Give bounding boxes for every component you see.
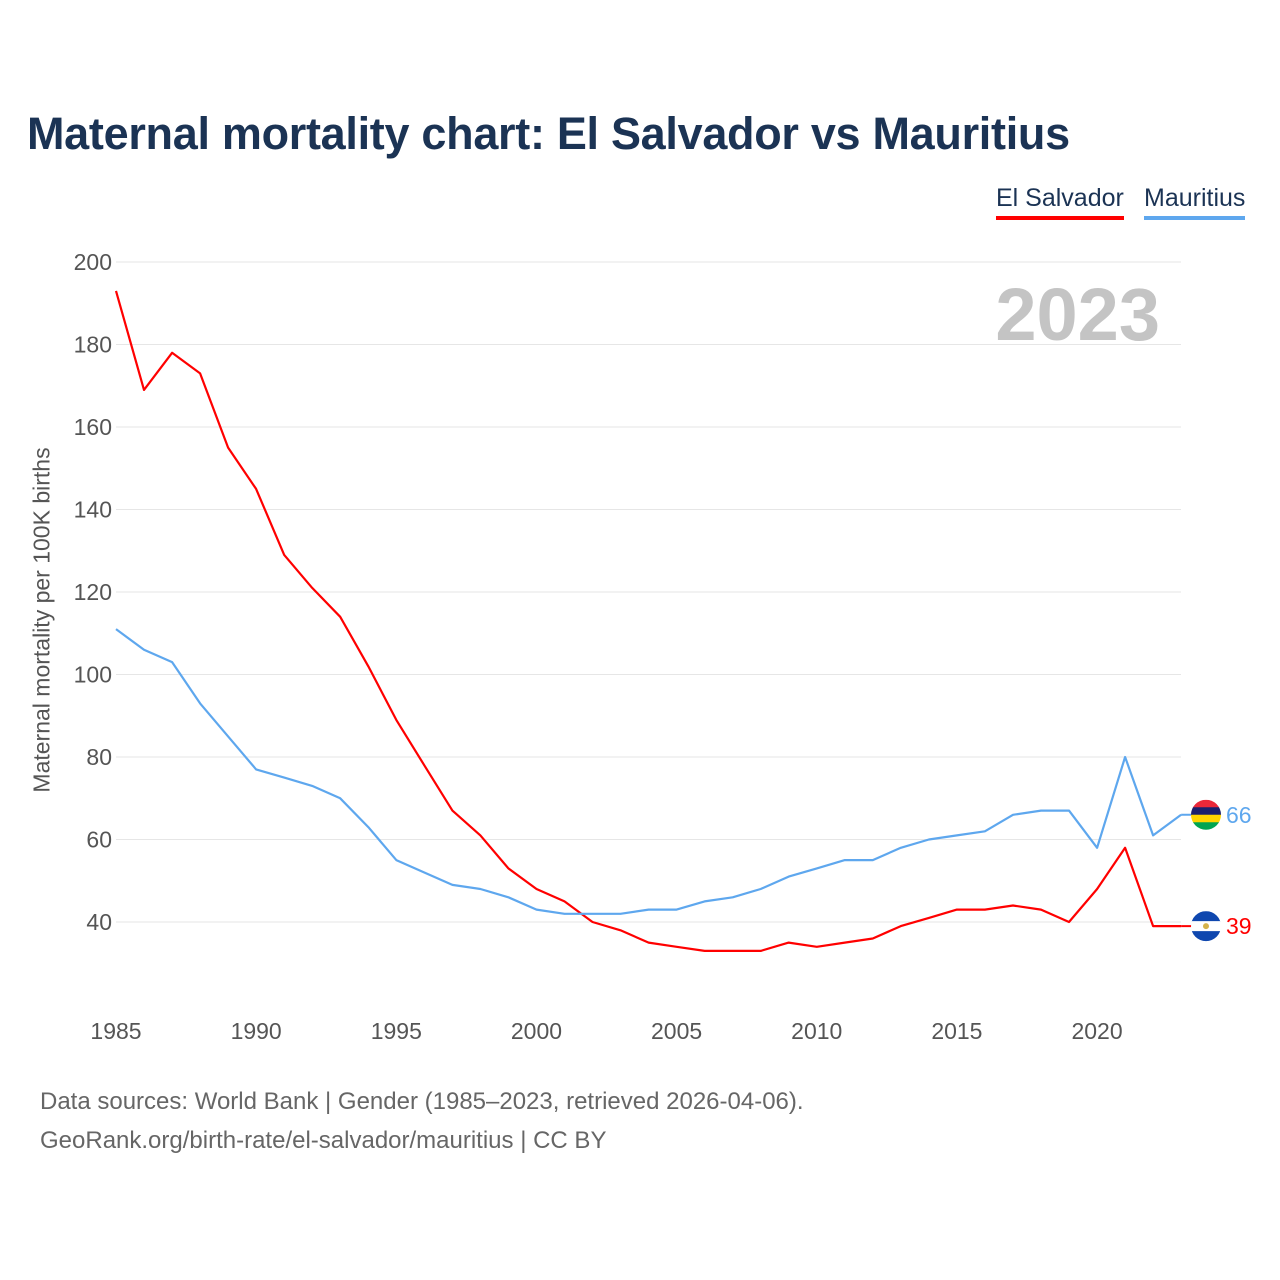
y-tick-label: 140 <box>74 497 112 523</box>
end-value-label: 66 <box>1226 802 1252 828</box>
y-tick-label: 160 <box>74 414 112 440</box>
x-tick-label: 1995 <box>371 1018 422 1044</box>
x-tick-label: 1990 <box>231 1018 282 1044</box>
y-tick-label: 120 <box>74 579 112 605</box>
year-watermark: 2023 <box>995 273 1160 356</box>
y-tick-label: 180 <box>74 332 112 358</box>
y-tick-label: 200 <box>74 249 112 275</box>
series-line-el-salvador <box>114 290 1182 953</box>
legend-el-salvador[interactable]: El Salvador <box>996 184 1124 220</box>
end-value-label: 39 <box>1226 913 1252 939</box>
y-tick-label: 40 <box>86 909 112 935</box>
y-tick-label: 100 <box>74 662 112 688</box>
footer-sources: Data sources: World Bank | Gender (1985–… <box>40 1088 804 1115</box>
chart-title: Maternal mortality chart: El Salvador vs… <box>27 108 1070 159</box>
x-tick-label: 2005 <box>651 1018 702 1044</box>
x-tick-label: 2020 <box>1071 1018 1122 1044</box>
x-tick-label: 2015 <box>931 1018 982 1044</box>
el-salvador-flag-icon <box>1191 911 1221 942</box>
footer-link[interactable]: GeoRank.org/birth-rate/el-salvador/mauri… <box>40 1127 607 1154</box>
legend-mauritius[interactable]: Mauritius <box>1144 184 1246 220</box>
x-tick-label: 1985 <box>90 1018 141 1044</box>
series-line-mauritius <box>115 628 1182 915</box>
y-tick-label: 60 <box>86 827 112 853</box>
y-tick-label: 80 <box>86 744 112 770</box>
x-tick-label: 2010 <box>791 1018 842 1044</box>
x-tick-label: 2000 <box>511 1018 562 1044</box>
mauritius-flag-icon <box>1191 799 1221 830</box>
